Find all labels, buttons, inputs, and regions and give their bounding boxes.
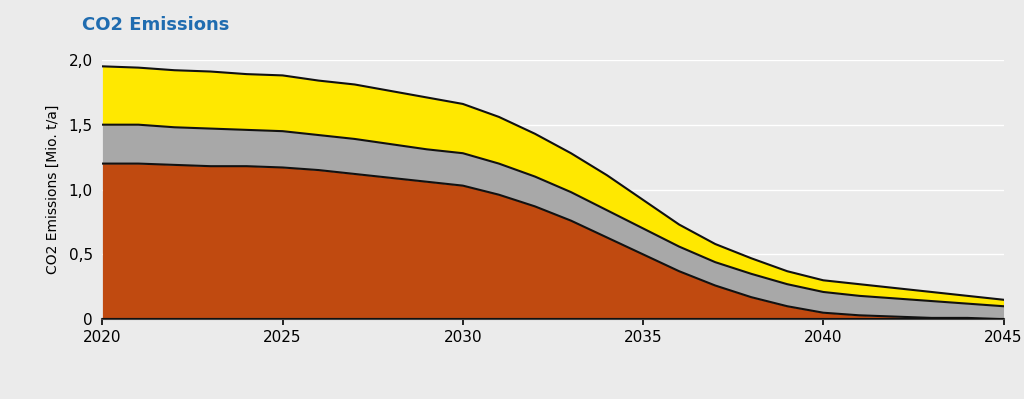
- Y-axis label: CO2 Emissions [Mio. t/a]: CO2 Emissions [Mio. t/a]: [46, 105, 60, 274]
- Text: CO2 Emissions: CO2 Emissions: [82, 16, 229, 34]
